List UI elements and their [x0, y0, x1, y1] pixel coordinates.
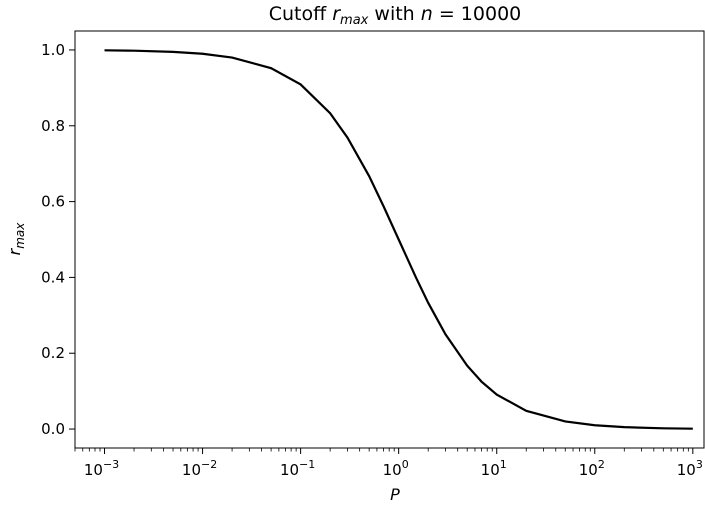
y-tick-label: 0.8 [41, 117, 65, 135]
series-line [104, 49, 693, 430]
x-axis-label: P [390, 485, 400, 504]
y-tick-label: 0.6 [41, 193, 65, 211]
x-axis: 10−3 10−2 10−1 100 101 102 103 [74, 448, 703, 479]
y-tick-label: 0.2 [41, 344, 65, 362]
y-tick-label: 0.4 [41, 268, 65, 286]
x-tick-label: 103 [677, 458, 703, 479]
x-tick-label: 10−2 [182, 458, 217, 479]
x-tick-label: 101 [481, 458, 507, 479]
y-axis-label: rmax [5, 222, 27, 256]
y-tick-label: 1.0 [41, 41, 65, 59]
x-tick-label: 100 [383, 458, 409, 479]
plot-frame [74, 30, 705, 449]
y-axis: 0.0 0.2 0.4 0.6 0.8 1.0 [41, 41, 75, 438]
y-tick-label: 0.0 [41, 420, 65, 438]
chart-title: Cutoff rmax with n = 10000 [269, 3, 522, 28]
x-tick-label: 10−3 [84, 458, 119, 479]
x-tick-label: 102 [579, 458, 605, 479]
x-tick-label: 10−1 [280, 458, 315, 479]
